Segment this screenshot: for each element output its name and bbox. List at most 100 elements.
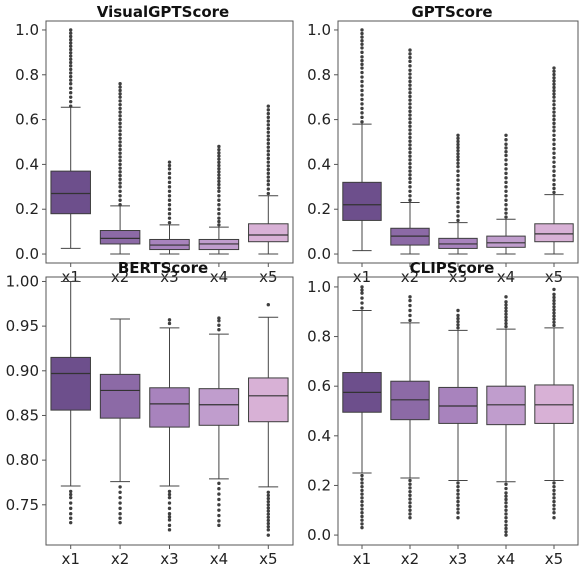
outlier-point [456, 507, 460, 511]
outlier-point [552, 178, 556, 182]
outlier-point [217, 207, 221, 211]
outlier-point [167, 198, 172, 202]
outlier-point [504, 497, 508, 502]
outlier-point [408, 173, 412, 177]
outlier-point [504, 519, 508, 524]
panel-title: BERTScore [118, 259, 208, 277]
outlier-point [266, 119, 270, 123]
chart-panel-3: BERTScore 0.75 0.80 0.85 0.90 0.95 1.00 x1 x2 x3 x… [6, 259, 294, 568]
outlier-point [552, 125, 556, 129]
box-x3 [438, 308, 478, 520]
outlier-point [266, 115, 270, 120]
outlier-point [456, 209, 460, 214]
outlier-point [408, 94, 412, 99]
outlier-point [118, 129, 122, 133]
outlier-point [118, 155, 122, 159]
outlier-point [266, 506, 270, 510]
outlier-point [408, 139, 412, 143]
outlier-point [118, 194, 122, 198]
outlier-point [217, 323, 221, 327]
box-iqr [248, 223, 289, 243]
box-x2 [99, 82, 141, 255]
outlier-point [266, 182, 270, 187]
y-tick-label: 0.8 [15, 66, 39, 84]
outlier-point [552, 121, 556, 126]
outlier-point [360, 42, 364, 47]
outlier-point [360, 288, 364, 292]
outlier-point [408, 102, 412, 106]
outlier-point [408, 295, 412, 299]
outlier-point [504, 508, 508, 512]
outlier-point [69, 34, 73, 39]
outlier-point [456, 196, 460, 200]
outlier-point [504, 146, 508, 150]
outlier-point [552, 164, 556, 169]
outlier-point [118, 501, 122, 505]
outlier-point [504, 494, 508, 498]
outlier-point [552, 516, 556, 520]
y-tick-label: 0.4 [307, 427, 331, 445]
outlier-point [456, 511, 460, 515]
outlier-point [360, 31, 364, 36]
outlier-point [69, 38, 73, 42]
outlier-point [360, 93, 364, 97]
outlier-point [266, 521, 270, 526]
outlier-point [266, 134, 270, 138]
outlier-point [504, 324, 508, 329]
outlier-point [408, 120, 412, 125]
outlier-point [69, 64, 73, 68]
outlier-point [266, 179, 270, 183]
outlier-point [217, 223, 221, 227]
outlier-point [552, 151, 556, 155]
y-tick-label: 0.80 [6, 451, 39, 469]
outlier-point [360, 84, 364, 88]
outlier-point [167, 528, 172, 532]
outlier-point [217, 189, 221, 193]
outlier-point [552, 507, 556, 511]
outlier-point [118, 114, 122, 118]
outlier-point [167, 212, 172, 216]
outlier-point [360, 35, 364, 39]
outlier-point [360, 522, 364, 526]
outlier-point [552, 320, 556, 324]
outlier-point [456, 503, 460, 507]
y-tick-label: 0.90 [6, 362, 39, 380]
outlier-point [408, 161, 412, 166]
outlier-point [167, 321, 172, 326]
outlier-point [266, 149, 270, 153]
outlier-point [167, 167, 172, 171]
outlier-point [118, 121, 122, 126]
y-tick-label: 0.85 [6, 406, 39, 424]
outlier-point [360, 58, 364, 63]
outlier-point [408, 98, 412, 102]
outlier-point [504, 486, 508, 491]
outlier-point [167, 216, 172, 220]
x-tick-label: x1 [353, 550, 371, 568]
outlier-point [69, 71, 73, 75]
outlier-point [69, 60, 73, 65]
outlier-point [167, 203, 172, 207]
x-tick-label: x2 [401, 550, 419, 568]
x-tick-label: x5 [259, 550, 277, 568]
outlier-point [408, 83, 412, 87]
outlier-point [552, 69, 556, 73]
outlier-point [266, 533, 270, 537]
box-x2 [390, 295, 430, 520]
outlier-point [217, 186, 221, 190]
outlier-point [118, 82, 122, 86]
outlier-point [266, 503, 270, 507]
outlier-point [217, 523, 221, 528]
outlier-point [552, 92, 556, 96]
box-x1 [342, 28, 382, 252]
outlier-point [118, 485, 122, 489]
outlier-point [167, 189, 172, 193]
outlier-point [266, 493, 270, 498]
outlier-point [408, 59, 412, 64]
outlier-point [456, 169, 460, 173]
box-x5 [248, 104, 289, 255]
outlier-point [504, 530, 508, 534]
outlier-point [552, 499, 556, 504]
outlier-point [408, 158, 412, 162]
outlier-point [118, 181, 122, 185]
